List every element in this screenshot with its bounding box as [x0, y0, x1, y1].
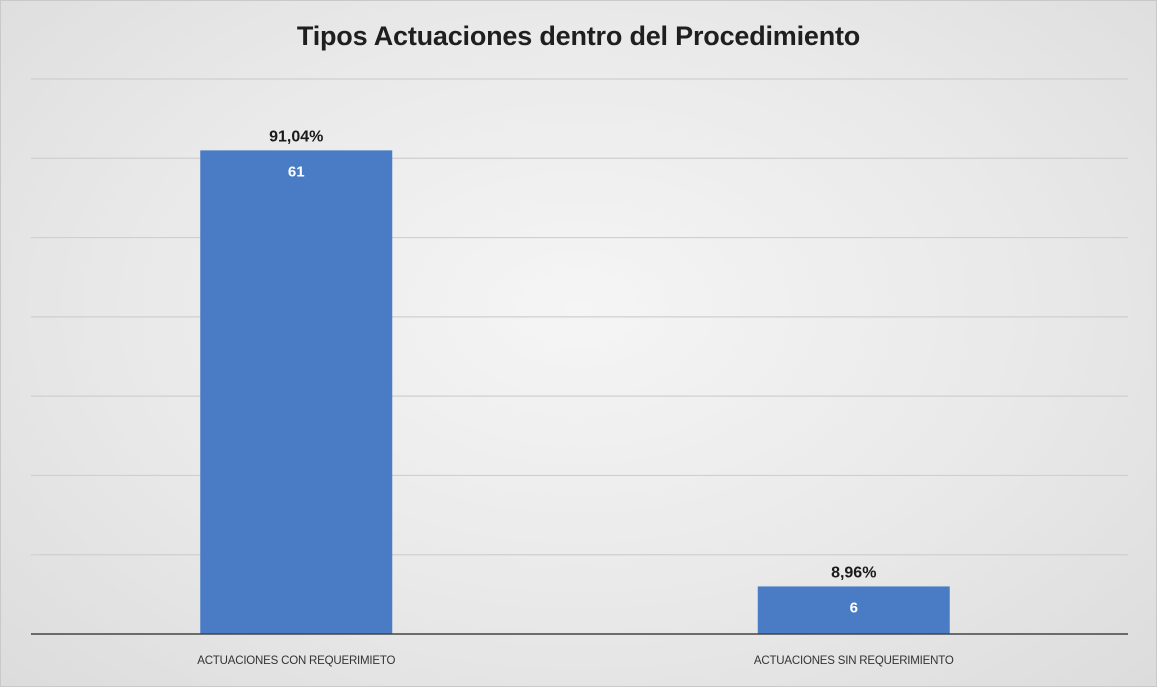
bar [200, 150, 393, 634]
value-label: 6 [850, 599, 858, 616]
x-tick-label: ACTUACIONES SIN REQUERIMIENTO [754, 655, 954, 667]
bars [200, 150, 950, 634]
gridlines [31, 78, 1128, 556]
bar [757, 586, 950, 634]
x-tick-label: ACTUACIONES CON REQUERIMIETO [197, 655, 395, 667]
chart-title: Tipos Actuaciones dentro del Procedimien… [296, 21, 861, 51]
value-label: 61 [288, 163, 305, 180]
percent-label: 91,04% [269, 128, 323, 145]
percent-label: 8,96% [831, 564, 876, 581]
data-labels: 91,04% 61 8,96% 6 [269, 128, 876, 616]
x-tick-labels: ACTUACIONES CON REQUERIMIETO ACTUACIONES … [197, 655, 954, 667]
